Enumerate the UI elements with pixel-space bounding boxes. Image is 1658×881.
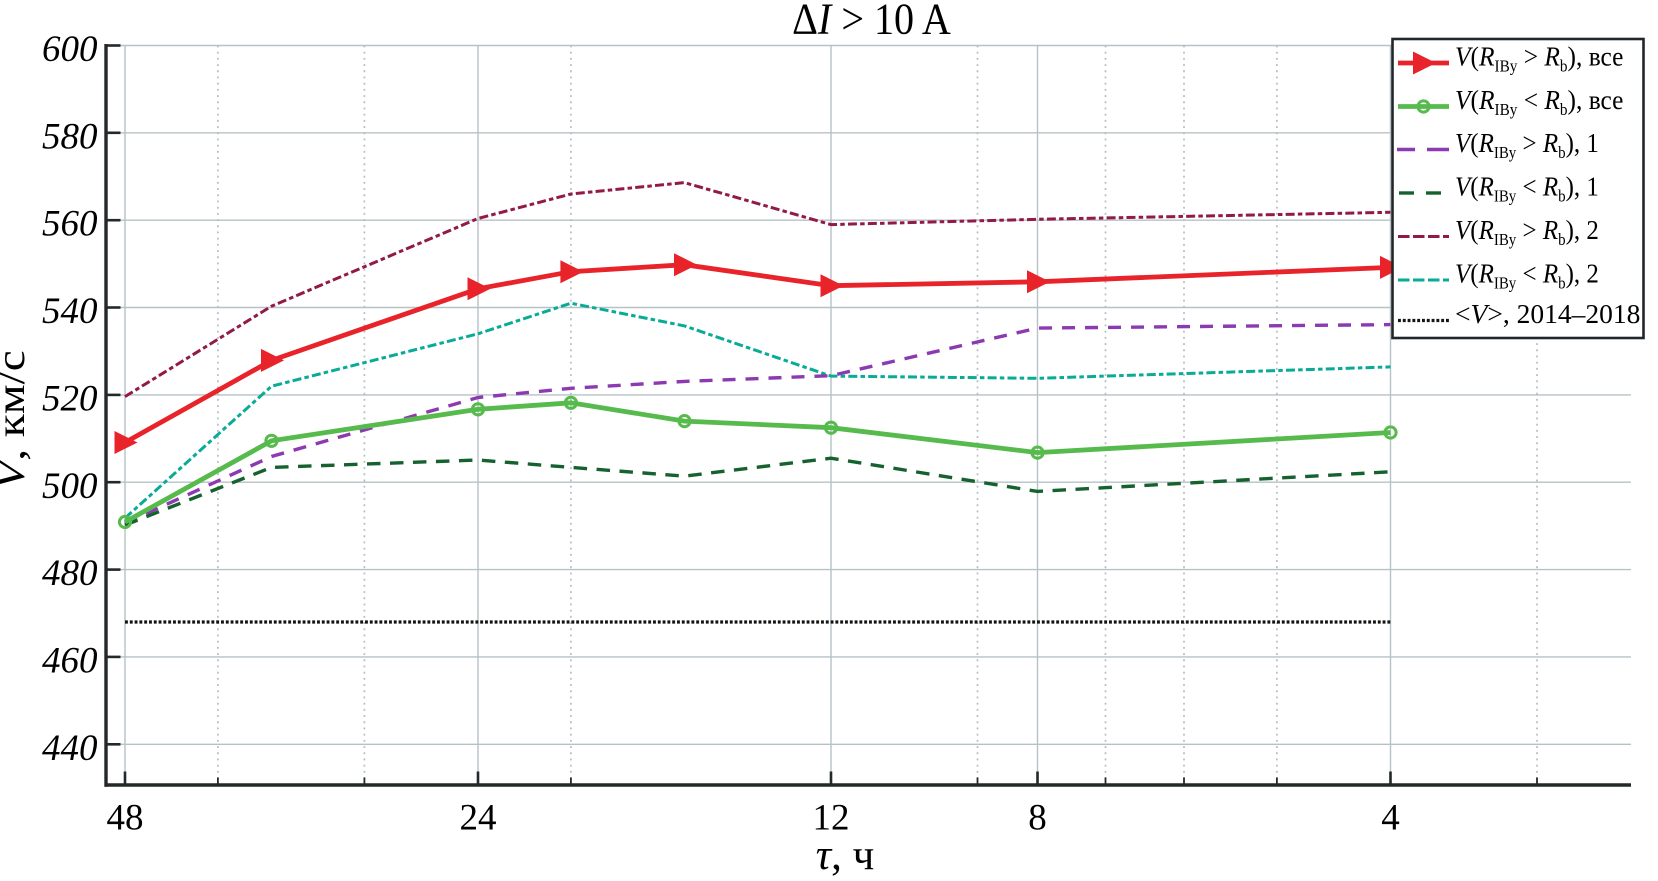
svg-text:V(RIBy > Rb), 2: V(RIBy > Rb), 2	[1455, 215, 1599, 249]
svg-text:V(RIBy > Rb), 1: V(RIBy > Rb), 1	[1455, 128, 1599, 162]
svg-text:480: 480	[42, 553, 98, 594]
svg-text:V(RIBy < Rb), 2: V(RIBy < Rb), 2	[1455, 258, 1599, 292]
svg-text:8: 8	[1028, 798, 1047, 839]
svg-text:600: 600	[42, 29, 98, 70]
svg-text:V, км/с: V, км/с	[0, 350, 33, 489]
svg-text:540: 540	[42, 291, 98, 332]
svg-text:440: 440	[42, 728, 98, 769]
svg-text:520: 520	[42, 378, 98, 419]
svg-text:500: 500	[42, 466, 98, 507]
svg-text:V(RIBy < Rb), все: V(RIBy < Rb), все	[1455, 84, 1623, 119]
svg-text:12: 12	[813, 798, 850, 839]
svg-text:24: 24	[460, 798, 497, 839]
svg-text:460: 460	[42, 640, 98, 681]
svg-text:<V>, 2014–2018: <V>, 2014–2018	[1455, 298, 1640, 329]
svg-text:580: 580	[42, 116, 98, 157]
svg-text:τ, ч: τ, ч	[816, 832, 875, 879]
svg-text:V(RIBy < Rb), 1: V(RIBy < Rb), 1	[1455, 171, 1599, 205]
svg-text:4: 4	[1381, 798, 1400, 839]
svg-text:ΔI > 10 A: ΔI > 10 A	[792, 0, 951, 44]
svg-text:560: 560	[42, 204, 98, 245]
svg-text:V(RIBy > Rb), все: V(RIBy > Rb), все	[1455, 41, 1623, 76]
svg-text:48: 48	[107, 798, 144, 839]
